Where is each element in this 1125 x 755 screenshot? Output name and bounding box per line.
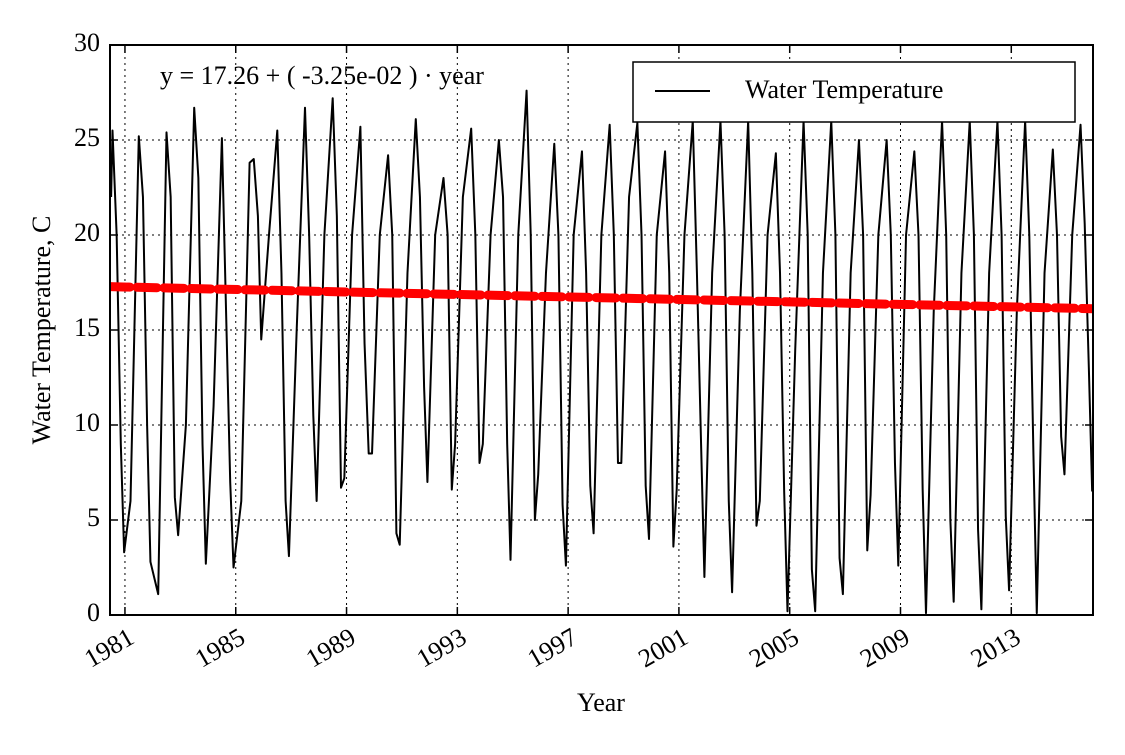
plot <box>110 89 1093 615</box>
y-tick-label: 10 <box>74 408 100 437</box>
legend: Water Temperature <box>632 61 1076 123</box>
y-tick-label: 25 <box>74 123 100 152</box>
y-tick-label: 0 <box>87 598 100 627</box>
y-tick-label: 5 <box>87 503 100 532</box>
trend-line <box>110 282 1093 314</box>
annotation: y = 17.26 + ( -3.25e-02 ) · year <box>160 61 484 90</box>
data-line <box>110 89 1093 615</box>
y-tick-label: 30 <box>74 28 100 57</box>
legend-label: Water Temperature <box>745 75 943 104</box>
y-tick-label: 15 <box>74 313 100 342</box>
y-axis-label: Water Temperature, C <box>27 216 56 445</box>
y-tick-label: 20 <box>74 218 100 247</box>
x-axis-label: Year <box>577 688 625 717</box>
